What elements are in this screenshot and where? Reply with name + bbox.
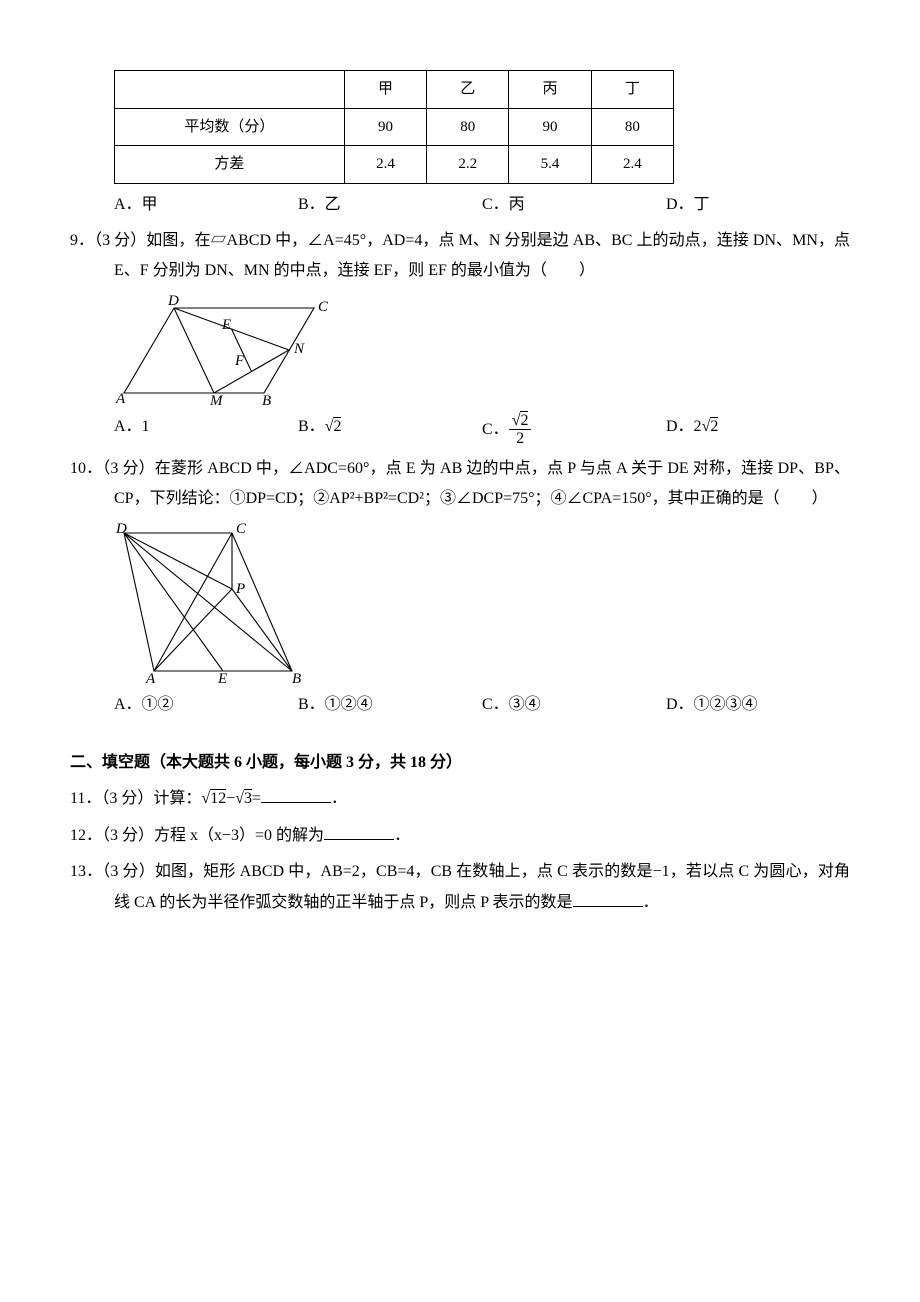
- q10-options: A．①② B．①②④ C．③④ D．①②③④: [114, 690, 850, 720]
- q8-col-jia: 甲: [344, 71, 426, 109]
- q13-text: 13．（3 分）如图，矩形 ABCD 中，AB=2，CB=4，CB 在数轴上，点…: [70, 863, 850, 910]
- q9-opt-c-prefix: C．: [482, 420, 509, 437]
- q8-opt-c: C．丙: [482, 190, 666, 220]
- q9-label-f: F: [234, 353, 245, 369]
- table-row: 平均数（分） 90 80 90 80: [115, 108, 674, 146]
- q9-figure-lines: [124, 308, 314, 393]
- q10-label-d: D: [115, 521, 127, 537]
- q10-label-b: B: [292, 671, 301, 686]
- q9-figure-labels: A B C D E F M N: [115, 293, 329, 408]
- q9-label-c: C: [318, 299, 329, 315]
- q9-label-d: D: [167, 293, 179, 309]
- q10: 10．（3 分）在菱形 ABCD 中，∠ADC=60°，点 E 为 AB 边的中…: [70, 454, 850, 720]
- q8-opt-d: D．丁: [666, 190, 850, 220]
- q12: 12．（3 分）方程 x（x−3）=0 的解为．: [70, 821, 850, 851]
- q8-col-ding: 丁: [591, 71, 673, 109]
- row1-c4: 80: [591, 108, 673, 146]
- q10-stem: 10．（3 分）在菱形 ABCD 中，∠ADC=60°，点 E 为 AB 边的中…: [70, 454, 850, 515]
- q11-sqrt-a: 12: [210, 789, 226, 807]
- q11-prefix: 11．（3 分）计算：: [70, 790, 201, 807]
- q9-opt-b: B．√2: [298, 412, 482, 448]
- q10-label-c: C: [236, 521, 247, 537]
- row1-c1: 90: [344, 108, 426, 146]
- q9: 9．（3 分）如图，在▱ABCD 中，∠A=45°，AD=4，点 M、N 分别是…: [70, 226, 850, 448]
- q9-opt-b-prefix: B．: [298, 418, 325, 435]
- q9-figure: A B C D E F M N: [114, 293, 850, 408]
- row1-label: 平均数（分）: [115, 108, 345, 146]
- q12-blank: [324, 821, 394, 840]
- q10-figure-labels: D C B A E P: [115, 521, 301, 686]
- q12-text: 12．（3 分）方程 x（x−3）=0 的解为: [70, 827, 324, 844]
- q9-stem: 9．（3 分）如图，在▱ABCD 中，∠A=45°，AD=4，点 M、N 分别是…: [70, 226, 850, 287]
- q12-stem: 12．（3 分）方程 x（x−3）=0 的解为．: [70, 821, 850, 851]
- row2-label: 方差: [115, 146, 345, 184]
- q13-blank: [573, 888, 643, 907]
- q10-opt-c: C．③④: [482, 690, 666, 720]
- q8-col-bing: 丙: [509, 71, 591, 109]
- q9-opt-d-sqrt: 2: [710, 417, 718, 435]
- q10-label-e: E: [217, 671, 227, 686]
- q9-label-n: N: [293, 341, 305, 357]
- q10-figure-lines: [124, 533, 292, 671]
- q10-opt-b: B．①②④: [298, 690, 482, 720]
- q9-label-m: M: [209, 393, 224, 408]
- q13-suffix: ．: [643, 894, 659, 911]
- q8-col-yi: 乙: [427, 71, 509, 109]
- q11-stem: 11．（3 分）计算：√12−√3=．: [70, 784, 850, 814]
- q11-minus: −: [226, 790, 235, 807]
- q13: 13．（3 分）如图，矩形 ABCD 中，AB=2，CB=4，CB 在数轴上，点…: [70, 857, 850, 918]
- row1-c2: 80: [427, 108, 509, 146]
- q10-figure: D C B A E P: [114, 521, 850, 686]
- q9-label-e: E: [221, 317, 231, 333]
- q11: 11．（3 分）计算：√12−√3=．: [70, 784, 850, 814]
- row2-c3: 5.4: [509, 146, 591, 184]
- q8-opt-b: B．乙: [298, 190, 482, 220]
- q9-opt-c-num: 2: [520, 411, 528, 429]
- q11-sqrt-b: 3: [244, 789, 252, 807]
- q11-suffix: =: [252, 790, 261, 807]
- row2-c1: 2.4: [344, 146, 426, 184]
- q9-options: A．1 B．√2 C．√22 D．2√2: [114, 412, 850, 448]
- table-row: 方差 2.4 2.2 5.4 2.4: [115, 146, 674, 184]
- q9-opt-b-sqrt: 2: [333, 417, 341, 435]
- q9-opt-c-den: 2: [509, 430, 532, 448]
- q9-opt-d-prefix: D．2: [666, 418, 702, 435]
- row2-c2: 2.2: [427, 146, 509, 184]
- q10-opt-a: A．①②: [114, 690, 298, 720]
- q9-opt-c: C．√22: [482, 412, 666, 448]
- row2-c4: 2.4: [591, 146, 673, 184]
- q8-options: A．甲 B．乙 C．丙 D．丁: [114, 190, 850, 220]
- q13-stem: 13．（3 分）如图，矩形 ABCD 中，AB=2，CB=4，CB 在数轴上，点…: [70, 857, 850, 918]
- section2-title: 二、填空题（本大题共 6 小题，每小题 3 分，共 18 分）: [70, 748, 850, 778]
- q11-blank: [261, 785, 331, 804]
- q10-label-p: P: [235, 581, 245, 597]
- row1-c3: 90: [509, 108, 591, 146]
- q9-label-b: B: [262, 393, 271, 408]
- q8-col-blank: [115, 71, 345, 109]
- q10-label-a: A: [145, 671, 156, 686]
- q10-opt-d: D．①②③④: [666, 690, 850, 720]
- q8-opt-a: A．甲: [114, 190, 298, 220]
- q9-opt-d: D．2√2: [666, 412, 850, 448]
- q9-opt-a: A．1: [114, 412, 298, 448]
- q8-table: 甲 乙 丙 丁 平均数（分） 90 80 90 80 方差 2.4 2.2 5.…: [114, 70, 674, 184]
- q9-label-a: A: [115, 391, 126, 407]
